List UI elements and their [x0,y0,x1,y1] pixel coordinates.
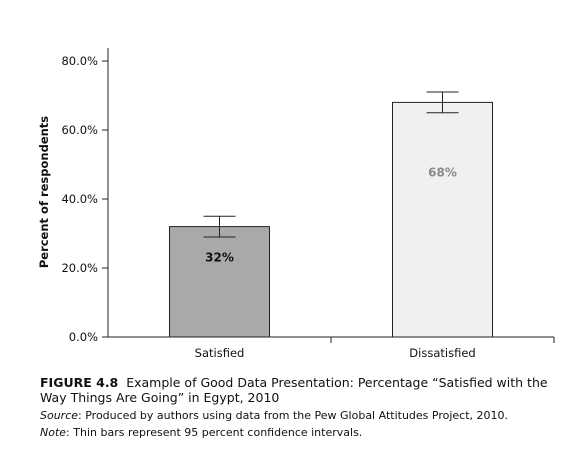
note-text: : Thin bars represent 95 percent confide… [66,426,362,439]
y-axis-ticks: 0.0% 20.0% 40.0% 60.0% 80.0% [61,54,108,344]
y-tick-label: 60.0% [61,123,98,137]
bar-value-label-dissatisfied: 68% [428,165,457,179]
y-tick-label: 0.0% [69,330,98,344]
source-note: Source: Produced by authors using data f… [40,409,550,423]
source-label: Source [40,409,78,422]
y-tick-label: 40.0% [61,192,98,206]
figure-caption: FIGURE 4.8 Example of Good Data Presenta… [40,375,550,443]
bar-value-label-satisfied: 32% [205,250,234,264]
bar-satisfied [170,227,270,337]
bars [170,102,493,337]
source-text: : Produced by authors using data from th… [78,409,508,422]
category-label-dissatisfied: Dissatisfied [409,346,475,360]
figure-number: FIGURE 4.8 [40,375,118,390]
y-axis-title: Percent of respondents [37,116,51,268]
figure-title: FIGURE 4.8 Example of Good Data Presenta… [40,375,550,405]
y-tick-label: 20.0% [61,261,98,275]
note-label: Note [40,426,66,439]
bar-dissatisfied [393,102,493,337]
y-tick-label: 80.0% [61,54,98,68]
category-labels: Satisfied Dissatisfied [195,346,476,360]
x-axis-ticks [331,337,554,343]
confidence-note: Note: Thin bars represent 95 percent con… [40,426,550,440]
category-label-satisfied: Satisfied [195,346,245,360]
